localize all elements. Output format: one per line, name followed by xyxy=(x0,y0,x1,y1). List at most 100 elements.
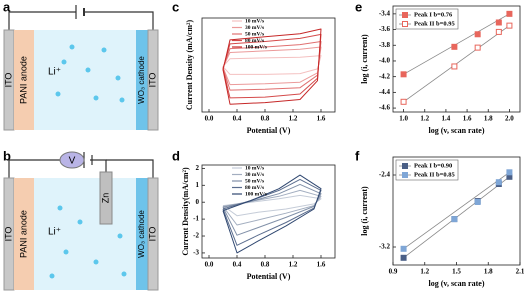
x-tick-label: 1.6 xyxy=(317,115,326,123)
marker xyxy=(495,19,502,26)
legend-marker xyxy=(402,21,408,27)
ito-label: ITO xyxy=(147,227,157,242)
cv-curve xyxy=(222,46,322,86)
marker xyxy=(400,254,407,261)
x-tick-label: 1.6 xyxy=(463,115,472,123)
legend-marker xyxy=(402,12,408,18)
legend-marker xyxy=(402,172,408,178)
x-tick-label: 0.0 xyxy=(205,115,214,123)
ito-label: ITO xyxy=(3,227,13,242)
marker xyxy=(451,43,458,50)
x-tick-label: 1.0 xyxy=(399,115,408,123)
x-tick-label: 1.8 xyxy=(484,115,493,123)
y-tick-label: -4.0 xyxy=(379,57,391,65)
fit-line xyxy=(403,171,510,250)
y-tick-label: -4.2 xyxy=(379,72,391,80)
marker xyxy=(506,22,513,29)
x-tick-label: 0.4 xyxy=(233,115,242,123)
x-tick-label: 0.8 xyxy=(261,115,270,123)
x-tick-label: 2.0 xyxy=(505,115,514,123)
marker xyxy=(451,63,458,70)
plot-frame xyxy=(201,17,336,113)
plot-frame xyxy=(201,164,336,259)
ion-label: Li⁺ xyxy=(48,67,61,78)
marker xyxy=(506,169,513,176)
wire xyxy=(8,11,154,30)
panel-label: b xyxy=(3,148,11,163)
x-tick-label: 1.4 xyxy=(442,115,451,123)
anode xyxy=(14,178,34,290)
x-tick-label: 0.0 xyxy=(205,261,214,269)
cv-curve xyxy=(222,55,322,75)
marker xyxy=(495,179,502,186)
marker xyxy=(400,98,407,105)
anode-label: PANI anode xyxy=(18,210,28,258)
cv-curve xyxy=(222,174,322,254)
panel-label: f xyxy=(355,148,360,163)
cathode xyxy=(136,30,148,130)
y-tick-label: 2 xyxy=(196,164,200,172)
y-tick-label: -3.6 xyxy=(379,25,391,33)
cathode-label: WO₃ cathode xyxy=(137,210,146,258)
ito xyxy=(147,177,159,291)
legend-box xyxy=(395,159,459,181)
x-tick-label: 1.2 xyxy=(289,115,298,123)
plot-frame xyxy=(392,5,521,113)
legend-label: 10 mV/s xyxy=(245,165,264,171)
ito-label: ITO xyxy=(3,73,13,88)
y-axis-label: log (i, current) xyxy=(360,186,369,236)
x-tick-label: 1.6 xyxy=(317,261,326,269)
panel-label: c xyxy=(172,0,179,14)
legend-label: Peak II b=0.85 xyxy=(414,171,455,178)
marker xyxy=(400,71,407,78)
marker xyxy=(495,28,502,35)
ito xyxy=(147,29,159,131)
x-tick-label: 0.4 xyxy=(233,261,242,269)
y-axis-label: Current Density(mA/cm²) xyxy=(181,167,190,256)
x-axis-label: log (v, scan rate) xyxy=(429,279,485,288)
panel-label: d xyxy=(172,148,180,163)
legend-label: 80 mV/s xyxy=(245,185,264,191)
x-tick-label: 1.2 xyxy=(420,268,429,276)
marker xyxy=(474,31,481,38)
x-axis-label: log (v, scan rate) xyxy=(429,126,485,135)
marker xyxy=(451,216,458,223)
schematic-b: b V Zn ITO PANI anode Li⁺ WO₃ cathode IT… xyxy=(3,148,159,291)
schematic-a: a ITO PANI anode Li⁺ WO₃ cathode ITO xyxy=(3,0,159,131)
voltmeter xyxy=(59,151,85,169)
x-tick-label: 1.2 xyxy=(420,115,429,123)
anode-label: PANI anode xyxy=(18,56,28,104)
x-tick-label: 1.5 xyxy=(452,268,461,276)
legend-label: Peak I b=0.90 xyxy=(414,162,452,169)
x-tick-label: 1.8 xyxy=(484,268,493,276)
x-tick-label: 2.1 xyxy=(516,268,524,276)
panel-label: a xyxy=(3,0,11,14)
ito-label: ITO xyxy=(147,73,157,88)
y-tick-label: -1 xyxy=(193,215,199,223)
zn-electrode xyxy=(99,171,113,225)
panel-label: e xyxy=(355,0,362,14)
legend-label: 80 mV/s xyxy=(245,38,264,44)
y-tick-label: -3 xyxy=(193,249,199,257)
ions xyxy=(49,205,127,279)
x-tick-label: 1.2 xyxy=(289,261,298,269)
x-tick-label: 0.8 xyxy=(261,261,270,269)
legend-label: Peak I b=0.76 xyxy=(414,11,453,18)
x-tick-label: 0.9 xyxy=(389,268,398,276)
y-tick-label: -3.8 xyxy=(379,41,391,49)
x-axis-label: Potential (V) xyxy=(247,126,291,135)
cathode xyxy=(136,178,148,290)
legend-label: 50 mV/s xyxy=(245,31,264,37)
meter-label: V xyxy=(69,156,76,167)
wire xyxy=(83,152,154,178)
legend-label: 30 mV/s xyxy=(245,172,264,178)
legend-label: 10 mV/s xyxy=(245,18,264,24)
ion-label: Li⁺ xyxy=(48,227,61,238)
anode xyxy=(14,30,34,130)
cathode-label: WO₃ cathode xyxy=(137,56,146,104)
y-tick-label: -2.4 xyxy=(379,171,391,179)
legend-label: 50 mV/s xyxy=(245,178,264,184)
y-tick-label: 1 xyxy=(196,181,200,189)
legend-label: 100 mV/s xyxy=(245,44,267,50)
